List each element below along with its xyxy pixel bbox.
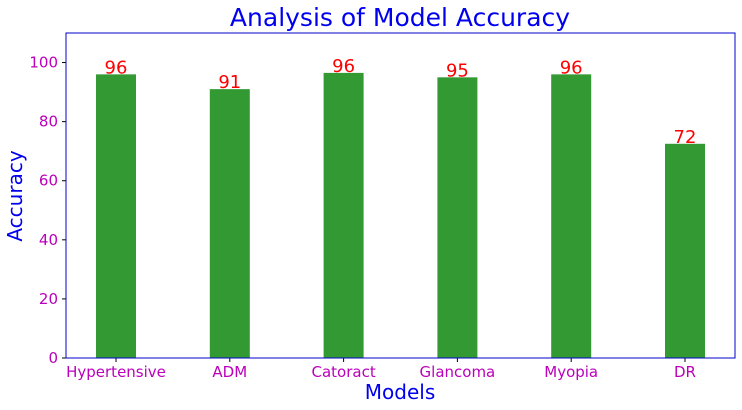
plot-frame (65, 32, 736, 359)
y-tick-label-80: 80 (39, 113, 58, 131)
data-labels-group: 96 91 96 95 96 72 (105, 56, 697, 148)
x-tick-label-glancoma: Glancoma (420, 363, 496, 381)
x-axis-ticks: Hypertensive ADM Catoract Glancoma Myopia DR (66, 358, 696, 381)
data-label-catoract: 96 (332, 56, 355, 77)
y-axis-ticks: 0 20 40 60 80 100 (29, 54, 66, 367)
x-tick-label-dr: DR (674, 363, 696, 381)
y-tick-label-60: 60 (39, 172, 58, 190)
bars-group (96, 72, 705, 359)
bar-glancoma (437, 77, 478, 359)
y-tick-label-20: 20 (39, 290, 58, 308)
bar-hypertensive (96, 74, 136, 358)
data-label-myopia: 96 (560, 57, 583, 78)
data-label-glancoma: 95 (446, 60, 469, 81)
x-tick-label-hypertensive: Hypertensive (66, 363, 166, 381)
y-axis-title: Accuracy (3, 150, 27, 241)
bar-myopia (551, 74, 592, 358)
x-axis-title: Models (365, 380, 435, 404)
bar-dr (665, 143, 705, 358)
x-tick-label-catoract: Catoract (311, 363, 375, 381)
data-label-hypertensive: 96 (105, 57, 128, 78)
y-tick-label-0: 0 (48, 349, 58, 367)
data-label-adm: 91 (218, 72, 241, 93)
y-tick-label-40: 40 (39, 231, 58, 249)
data-label-dr: 72 (674, 127, 697, 148)
x-tick-label-myopia: Myopia (544, 363, 598, 381)
chart-title: Analysis of Model Accuracy (230, 3, 570, 32)
bar-catoract (323, 72, 364, 359)
y-tick-label-100: 100 (29, 54, 58, 72)
x-tick-label-adm: ADM (212, 363, 247, 381)
bar-adm (209, 89, 250, 359)
